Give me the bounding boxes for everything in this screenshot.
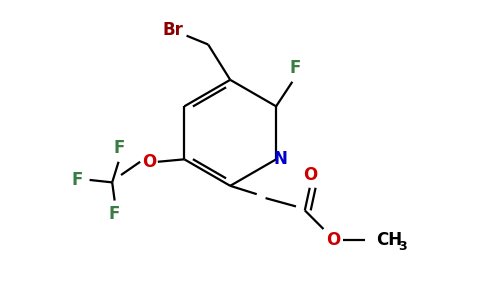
Text: F: F <box>289 59 301 77</box>
Text: O: O <box>326 231 340 249</box>
Text: 3: 3 <box>398 240 407 253</box>
Text: Br: Br <box>162 21 183 39</box>
Text: F: F <box>109 205 121 223</box>
Text: CH: CH <box>377 231 403 249</box>
Text: F: F <box>71 171 83 189</box>
Text: O: O <box>303 166 318 184</box>
Text: N: N <box>273 150 287 168</box>
Text: O: O <box>142 153 156 171</box>
Text: F: F <box>114 139 125 157</box>
